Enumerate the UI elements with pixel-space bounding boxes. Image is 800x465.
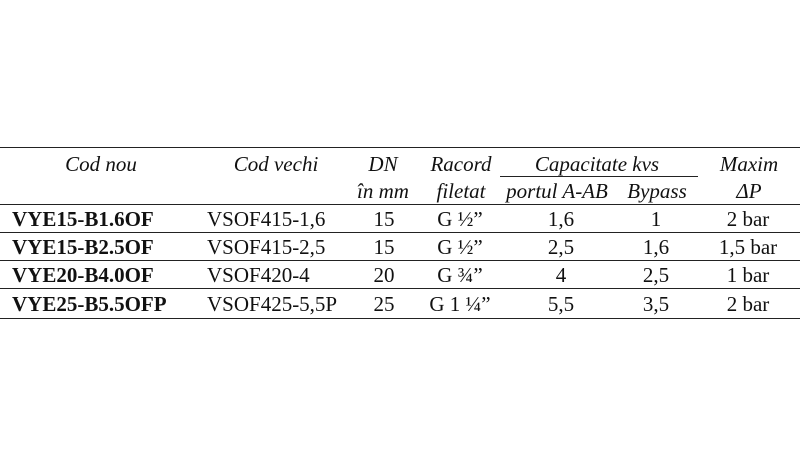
header-filetat: filetat: [436, 179, 486, 203]
cell-racord: G 1 ¼”: [429, 292, 491, 316]
table-bottom-rule: [0, 318, 800, 319]
cell-bypass: 1,6: [642, 235, 670, 259]
row-divider: [0, 288, 800, 289]
cell-dn: 15: [373, 207, 395, 231]
header-maxim: Maxim: [719, 152, 779, 176]
cell-dp: 1 bar: [726, 263, 770, 287]
cell-cod-vechi: VSOF415-2,5: [207, 235, 326, 259]
header-cod-vechi: Cod vechi: [233, 152, 319, 176]
cell-cod-vechi: VSOF415-1,6: [207, 207, 326, 231]
header-capacitate: Capacitate kvs: [534, 152, 660, 176]
header-racord: Racord: [430, 152, 492, 176]
header-cod-nou: Cod nou: [65, 152, 137, 176]
cell-cod-nou: VYE25-B5.5OFP: [12, 292, 167, 316]
cell-racord: G ¾”: [437, 263, 483, 287]
cell-bypass: 2,5: [642, 263, 670, 287]
cell-cod-vechi: VSOF425-5,5P: [207, 292, 338, 316]
header-bypass: Bypass: [627, 179, 687, 203]
cell-cod-nou: VYE15-B1.6OF: [12, 207, 154, 231]
header-dn-unit: în mm: [357, 179, 409, 203]
cell-bypass: 1: [650, 207, 662, 231]
cell-dn: 15: [373, 235, 395, 259]
cell-portul: 1,6: [547, 207, 575, 231]
cell-portul: 4: [555, 263, 567, 287]
cell-cod-vechi: VSOF420-4: [207, 263, 310, 287]
header-delta-p: ΔP: [736, 179, 762, 203]
cell-dn: 20: [373, 263, 395, 287]
header-bottom-rule: [0, 204, 800, 205]
cell-portul: 2,5: [547, 235, 575, 259]
row-divider: [0, 232, 800, 233]
cell-portul: 5,5: [547, 292, 575, 316]
table-top-rule: [0, 147, 800, 148]
cell-dp: 1,5 bar: [718, 235, 778, 259]
cell-dp: 2 bar: [726, 292, 770, 316]
header-dn: DN: [368, 152, 398, 176]
cell-racord: G ½”: [437, 207, 483, 231]
cell-cod-nou: VYE20-B4.0OF: [12, 263, 154, 287]
cell-racord: G ½”: [437, 235, 483, 259]
capacitate-underline: [500, 176, 698, 177]
header-portul: portul A-AB: [506, 179, 608, 203]
cell-dn: 25: [373, 292, 395, 316]
cell-cod-nou: VYE15-B2.5OF: [12, 235, 154, 259]
cell-bypass: 3,5: [642, 292, 670, 316]
cell-dp: 2 bar: [726, 207, 770, 231]
row-divider: [0, 260, 800, 261]
